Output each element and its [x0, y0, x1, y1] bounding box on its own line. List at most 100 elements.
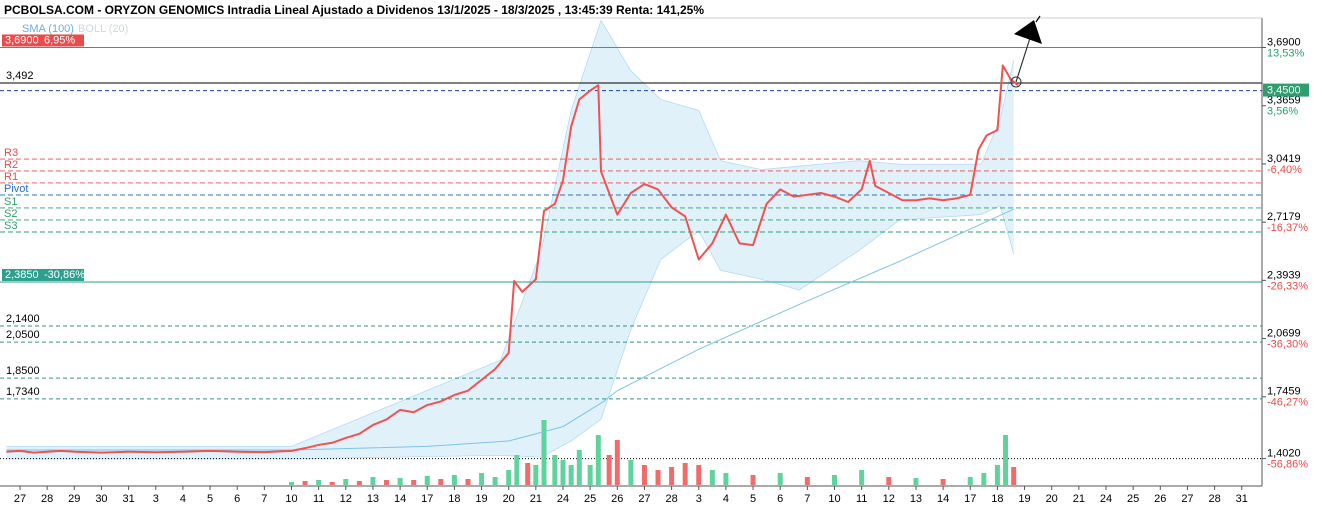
volume-bar — [804, 477, 810, 485]
x-tick-label: 26 — [1154, 493, 1166, 505]
x-tick-label: 25 — [1127, 493, 1139, 505]
volume-bar — [967, 477, 973, 485]
x-tick-label: 12 — [340, 493, 352, 505]
pivot-label: S3 — [4, 220, 17, 232]
volume-bar — [669, 467, 675, 485]
x-tick-label: 4 — [723, 493, 729, 505]
x-tick-label: 21 — [530, 493, 542, 505]
y-tick-label: 2,0699 — [1267, 327, 1301, 339]
volume-bar — [981, 473, 987, 485]
main-layer: 3,6900 6,95% 3,492 2,3850 -30,86% 2,1400 2,050… — [2, 34, 1019, 485]
annotation-arrow — [1010, 15, 1042, 88]
x-tick-label: 19 — [475, 493, 487, 505]
x-tick-label: 6 — [777, 493, 783, 505]
x-tick-label: 18 — [448, 493, 460, 505]
x-tick-label: 3 — [696, 493, 702, 505]
volume-bar — [397, 478, 403, 485]
volume-bar — [525, 463, 531, 485]
x-tick-label: 31 — [122, 493, 134, 505]
y-tick-label: 1,7459 — [1267, 386, 1301, 398]
volume-bar — [343, 479, 349, 485]
pivot-label: R1 — [4, 171, 18, 183]
volume-bar — [533, 465, 539, 485]
volume-bar — [576, 450, 582, 485]
x-tick-label: 19 — [1018, 493, 1030, 505]
level-pct: -30,86% — [44, 269, 85, 281]
y-tick-label: 2,7179 — [1267, 211, 1301, 223]
volume-bar — [614, 440, 620, 485]
volume-bar — [289, 482, 294, 485]
bollinger-lower — [6, 205, 1015, 460]
bollinger-band — [6, 20, 1014, 459]
level-label: 3,6900 — [5, 34, 39, 46]
y-tick-label: 1,4020 — [1267, 447, 1301, 459]
volume-bar — [370, 477, 376, 485]
volume-bar — [595, 435, 601, 485]
legend-sma: SMA (100) — [22, 23, 74, 35]
x-tick-label: 24 — [557, 493, 569, 505]
volume-bar — [329, 482, 335, 485]
volume-bar — [655, 470, 661, 485]
volume-bar — [1003, 435, 1009, 485]
x-tick-label: 7 — [261, 493, 267, 505]
x-tick-label: 28 — [41, 493, 53, 505]
last-price-label: 3,4500 — [1267, 84, 1301, 96]
volume-bar — [723, 473, 729, 485]
volume-bar — [302, 481, 308, 485]
level-label: 1,7340 — [6, 386, 40, 398]
y-tick-label: 2,3939 — [1267, 269, 1301, 281]
x-tick-label: 30 — [95, 493, 107, 505]
x-tick-label: 6 — [234, 493, 240, 505]
y-tick-pct: 13,53% — [1267, 47, 1305, 59]
y-tick-label: 3,6900 — [1267, 36, 1301, 48]
volume-bar — [552, 455, 558, 485]
arrow-tip — [1035, 15, 1041, 23]
volume-bar — [777, 473, 783, 485]
volume-bar — [587, 465, 593, 485]
x-tick-label: 11 — [856, 493, 867, 505]
volume-bar — [696, 465, 702, 485]
volume-bar — [411, 480, 417, 485]
pivot-label: R3 — [4, 147, 18, 159]
volume-bar — [750, 475, 756, 485]
level-label: 2,3850 — [5, 269, 39, 281]
x-tick-label: 24 — [1100, 493, 1112, 505]
x-tick-label: 5 — [207, 493, 213, 505]
volume-bar — [606, 455, 612, 485]
volume-bar — [384, 480, 390, 485]
level-label: 2,0500 — [6, 329, 40, 341]
y-tick-pct: -36,30% — [1267, 338, 1308, 350]
level-box — [2, 34, 84, 47]
band-layer — [0, 19, 1262, 460]
x-tick-label: 10 — [828, 493, 840, 505]
x-tick-label: 21 — [1073, 493, 1085, 505]
x-tick-label: 27 — [638, 493, 650, 505]
x-tick-label: 10 — [285, 493, 297, 505]
x-tick-label: 20 — [1046, 493, 1058, 505]
volume-bar — [994, 465, 1000, 485]
volume-bar — [628, 460, 634, 485]
volume-bar — [859, 470, 865, 485]
x-tick-label: 7 — [804, 493, 810, 505]
x-tick-label: 25 — [584, 493, 596, 505]
x-tick-label: 13 — [367, 493, 379, 505]
y-tick-label: 3,0419 — [1267, 153, 1301, 165]
volume-bar — [709, 470, 715, 485]
x-tick-label: 12 — [883, 493, 895, 505]
volume-bar — [492, 477, 498, 485]
x-tick-label: 29 — [68, 493, 80, 505]
x-tick-label: 27 — [14, 493, 26, 505]
x-tick-label: 26 — [611, 493, 623, 505]
volume-bar — [514, 455, 520, 485]
level-label: 3,492 — [6, 70, 34, 82]
level-box — [2, 268, 84, 281]
pivot-label: Pivot — [4, 183, 28, 195]
x-tick-label: 28 — [1208, 493, 1220, 505]
level-label: 2,1400 — [6, 313, 40, 325]
legend-boll: BOLL (20) — [78, 23, 128, 35]
volume-bar — [316, 480, 322, 485]
y-tick-pct: -46,27% — [1267, 397, 1308, 409]
y-tick-pct: 3,56% — [1267, 106, 1298, 118]
volume-bar — [541, 420, 547, 485]
